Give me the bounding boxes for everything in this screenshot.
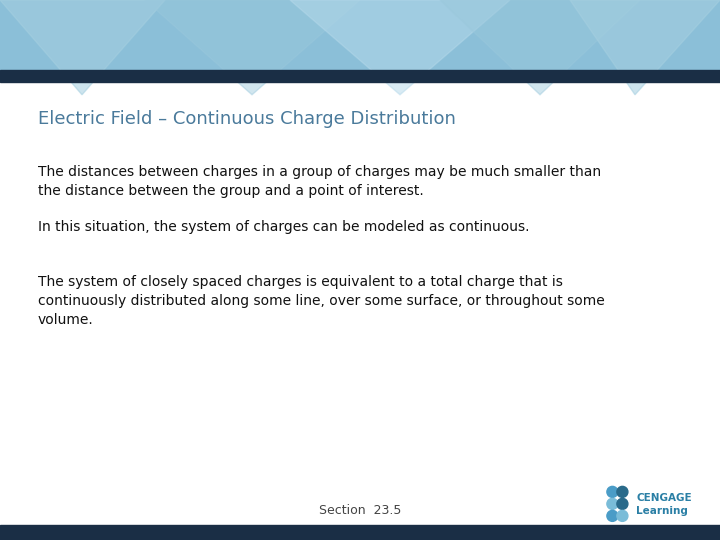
Bar: [0, 0, 720, 70]
Circle shape: [607, 510, 618, 522]
Bar: [0, 525, 720, 540]
Circle shape: [607, 487, 618, 497]
Text: Section  23.5: Section 23.5: [319, 504, 401, 517]
Text: Electric Field – Continuous Charge Distribution: Electric Field – Continuous Charge Distr…: [38, 110, 456, 128]
Text: CENGAGE
Learning: CENGAGE Learning: [636, 494, 692, 516]
Text: The system of closely spaced charges is equivalent to a total charge that is
con: The system of closely spaced charges is …: [38, 275, 605, 327]
Circle shape: [617, 498, 628, 509]
Circle shape: [617, 487, 628, 497]
Polygon shape: [440, 0, 640, 95]
Polygon shape: [570, 0, 720, 95]
Bar: [0, 70, 720, 82]
Text: In this situation, the system of charges can be modeled as continuous.: In this situation, the system of charges…: [38, 220, 529, 234]
Circle shape: [607, 498, 618, 509]
Polygon shape: [145, 0, 360, 95]
Text: The distances between charges in a group of charges may be much smaller than
the: The distances between charges in a group…: [38, 165, 601, 198]
Bar: [0, 82, 720, 525]
Polygon shape: [290, 0, 510, 95]
Polygon shape: [0, 0, 165, 95]
Circle shape: [617, 510, 628, 522]
